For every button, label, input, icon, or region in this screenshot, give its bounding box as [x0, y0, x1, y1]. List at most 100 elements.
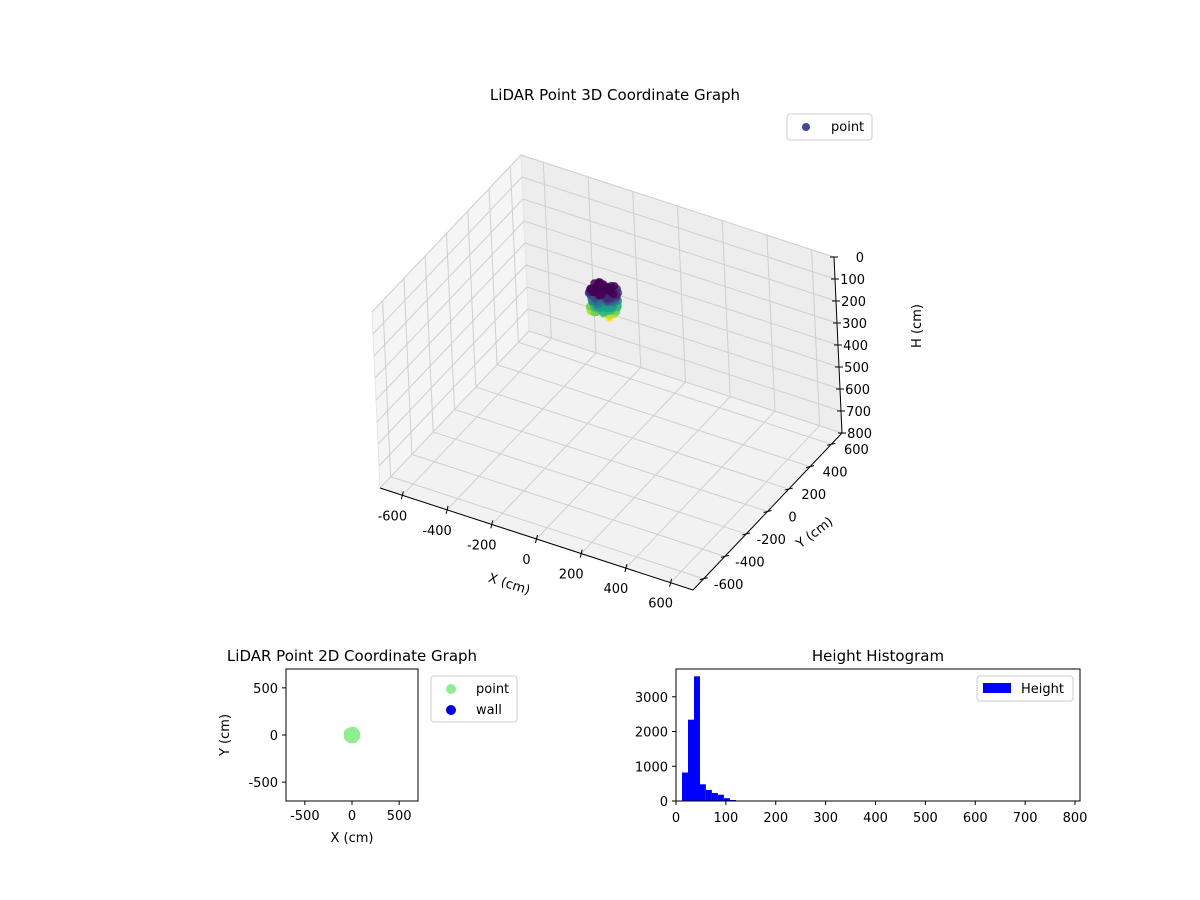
chart-3d-grid-z-back: [526, 286, 841, 390]
chart-3d-grid-z-back: [521, 176, 836, 280]
chart-histogram-x-tick-label: 100: [713, 811, 738, 826]
chart-histogram-bar: [705, 789, 712, 801]
chart-3d-x-tick: [579, 549, 583, 558]
chart-2d-ylabel: Y (cm): [218, 714, 233, 757]
chart-histogram-bar: [723, 798, 730, 801]
chart-histogram-title: Height Histogram: [812, 647, 944, 665]
chart-3d-z-tick-label: 0: [856, 251, 864, 266]
chart-3d-x-tick-label: -400: [422, 524, 452, 539]
chart-histogram-x-tick-label: 700: [1013, 811, 1038, 826]
chart-3d-y-tick-label: 600: [844, 443, 869, 458]
chart-histogram-x-tick-label: 800: [1063, 811, 1088, 826]
chart-3d-grid-z-back: [524, 242, 839, 346]
chart-3d-y-tick: [827, 442, 836, 446]
chart-3d-grid-z-back: [522, 198, 837, 302]
chart-3d-z-tick-label: 800: [847, 427, 872, 442]
chart-3d-grid-z-left: [371, 154, 522, 313]
chart-histogram-x-tick-label: 200: [763, 811, 788, 826]
chart-2d-x-tick-label: 0: [348, 809, 356, 824]
chart-3d-z-tick-label: 100: [840, 273, 865, 288]
chart-3d-x-tick-label: 400: [604, 582, 629, 597]
chart-2d-legend-wall-marker: [446, 705, 456, 715]
chart-3d-grid-z-left: [374, 220, 525, 379]
chart-histogram-y-tick-label: 0: [660, 795, 668, 810]
chart-histogram-ticks: 0 100 200 300 400 500 600 700 800 0 1000 2000 3000: [635, 691, 1088, 826]
chart-histogram-x-tick-label: 400: [863, 811, 888, 826]
chart-3d-y-tick-label: -200: [756, 533, 786, 548]
chart-histogram-bar: [694, 676, 700, 801]
chart-histogram-y-tick-label: 2000: [635, 726, 668, 741]
chart-3d-grid: [371, 154, 843, 584]
chart-3d-grid-z-left: [373, 198, 524, 357]
chart-3d-y-tick-label: 400: [823, 466, 848, 481]
chart-3d-grid-z-left: [378, 308, 529, 467]
chart-2d-legend-point-label: point: [476, 682, 509, 697]
chart-histogram-bar: [711, 793, 718, 801]
chart-histogram-legend[interactable]: Height: [976, 675, 1074, 702]
chart-2d-y-tick-label: 0: [270, 729, 278, 744]
chart-3d-grid-z-left: [379, 330, 530, 489]
chart-3d-legend[interactable]: point: [786, 113, 873, 141]
chart-3d-grid-z-left: [377, 286, 528, 445]
chart-histogram-y-tick-label: 1000: [635, 760, 668, 775]
chart-3d-x-tick: [490, 520, 494, 529]
chart-3d-legend-marker: [802, 123, 810, 131]
chart-2d-xlabel: X (cm): [331, 831, 374, 846]
chart-3d-y-tick: [763, 510, 772, 513]
chart-histogram-bar: [699, 784, 706, 801]
chart-3d-grid-z-back: [525, 264, 840, 368]
chart-3d-z-tick-label: 700: [846, 405, 871, 420]
chart-3d-x-tick: [400, 491, 404, 500]
chart-histogram-legend-label: Height: [1021, 682, 1064, 697]
chart-3d-y-tick: [805, 465, 815, 469]
chart-3d-xlabel: X (cm): [486, 571, 532, 599]
chart-3d-x-tick-label: 200: [559, 568, 584, 583]
chart-histogram-frame: [675, 668, 1081, 802]
chart-3d-grid-z-left: [372, 176, 523, 335]
chart-3d-axes: -600-400-2000200400600-600-400-200020040…: [378, 251, 872, 612]
chart-3d-grid-z-back: [528, 330, 843, 434]
chart-2d: LiDAR Point 2D Coordinate Graph -500 0 500…: [218, 647, 518, 846]
chart-3d-point: [590, 286, 599, 295]
chart-3d-grid-z-back: [523, 220, 838, 324]
chart-2d-points: [343, 726, 361, 744]
chart-3d-legend-box: [786, 113, 873, 141]
chart-3d-points: [584, 278, 623, 322]
chart-histogram-x-tick-label: 600: [963, 811, 988, 826]
chart-3d-title: LiDAR Point 3D Coordinate Graph: [490, 86, 740, 104]
chart-3d-grid-z-back: [527, 308, 842, 412]
chart-3d-z-tick-label: 200: [841, 295, 866, 310]
chart-3d-x-tick: [669, 578, 673, 587]
chart-3d-grid-y-floor: [433, 431, 747, 535]
chart-2d-x-tick-label: 500: [387, 809, 412, 824]
chart-3d-x-tick: [535, 534, 538, 544]
chart-2d-legend[interactable]: point wall: [430, 675, 518, 723]
chart-3d-y-tick-label: 0: [788, 511, 796, 526]
chart-3d-x-tick-label: -200: [467, 538, 497, 553]
chart-2d-legend-wall-label: wall: [476, 703, 502, 718]
chart-3d-zlabel: H (cm): [910, 304, 925, 348]
chart-histogram-bar: [688, 719, 694, 801]
chart-3d-z-tick-label: 300: [842, 317, 867, 332]
chart-3d-grid-y-floor: [411, 453, 726, 557]
chart-3d-y-tick: [720, 554, 730, 558]
chart-3d-grid-z-left: [375, 242, 526, 401]
chart-3d: LiDAR Point 3D Coordinate Graph -600 -400…: [371, 86, 925, 612]
chart-histogram-bars: [682, 676, 748, 801]
chart-2d-legend-point-marker: [446, 684, 456, 694]
chart-3d-grid-y-floor: [496, 364, 811, 468]
chart-3d-x-tick: [445, 505, 449, 514]
chart-histogram-y-tick-label: 3000: [635, 691, 668, 706]
chart-3d-grid-y-floor: [390, 476, 704, 580]
chart-2d-x-tick-label: -500: [290, 809, 320, 824]
chart-3d-x-tick-label: 0: [522, 553, 530, 568]
chart-3d-y-tick: [699, 577, 708, 581]
chart-3d-legend-label: point: [831, 120, 864, 135]
chart-3d-z-tick-label: 600: [845, 383, 870, 398]
chart-histogram: Height Histogram 0 100 200 300 400 500 600 700 8…: [635, 647, 1088, 826]
chart-2d-title: LiDAR Point 2D Coordinate Graph: [227, 647, 477, 665]
chart-histogram-x-tick-label: 0: [672, 811, 680, 826]
chart-histogram-x-tick-label: 500: [913, 811, 938, 826]
chart-3d-y-tick: [784, 487, 793, 491]
chart-histogram-x-tick-label: 300: [813, 811, 838, 826]
